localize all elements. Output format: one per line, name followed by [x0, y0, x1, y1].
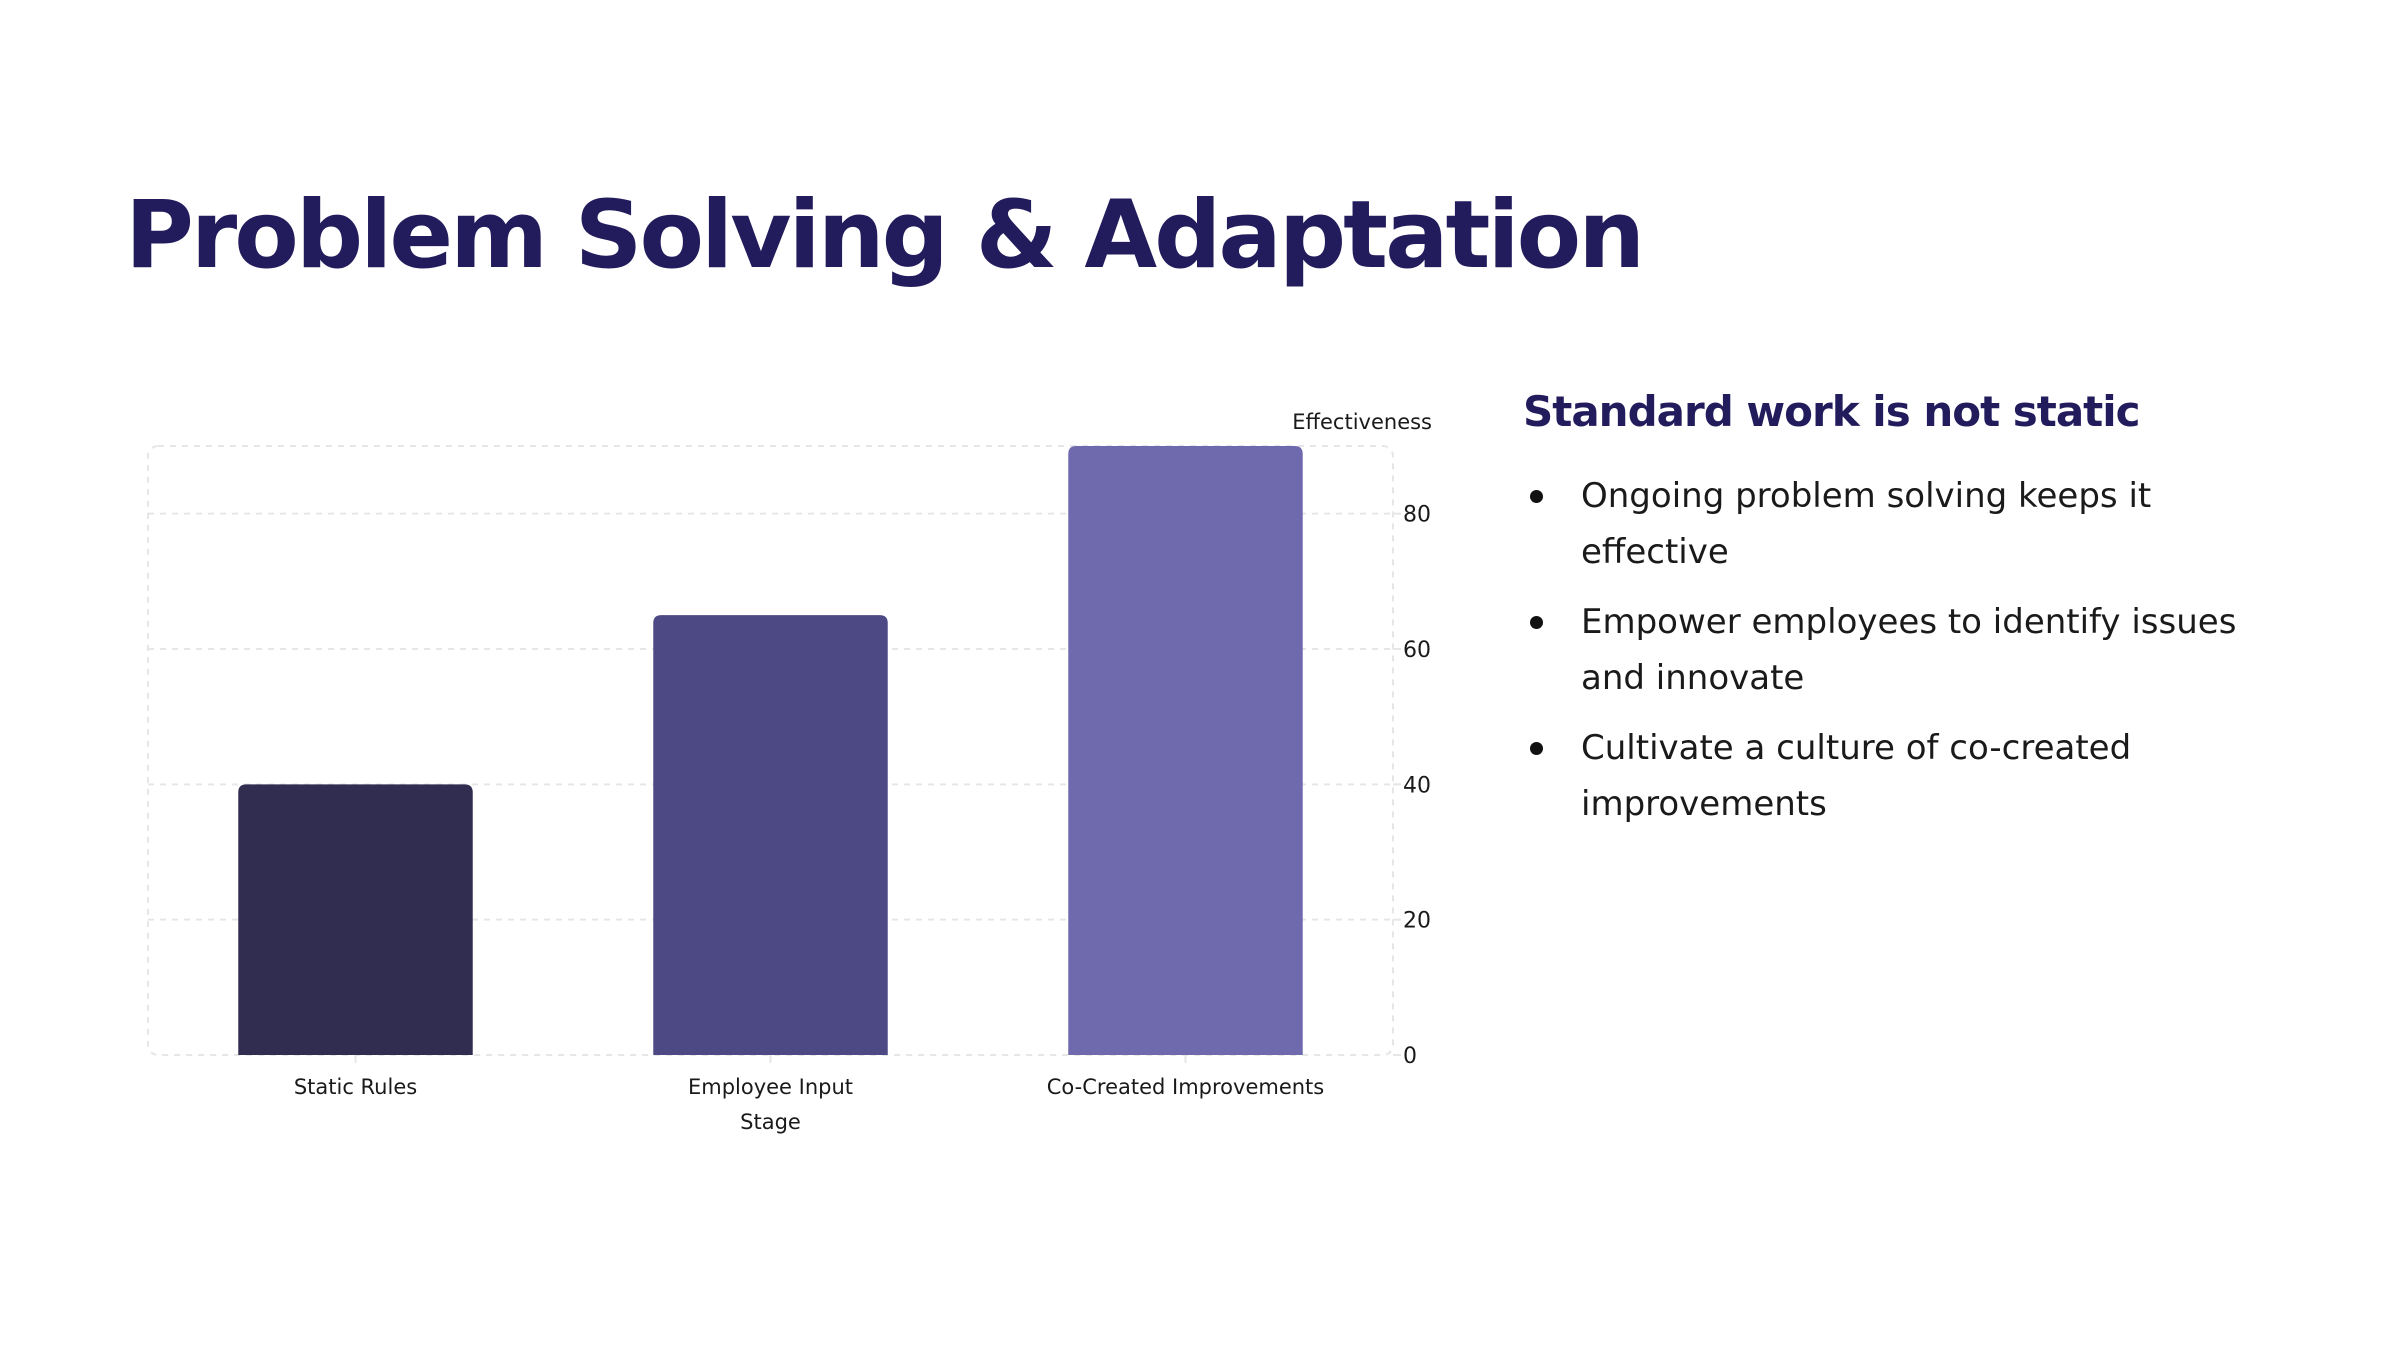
bullet-text: Empower employees to identify issues and… — [1581, 601, 2237, 698]
x-tick-label: Co-Created Improvements — [1047, 1075, 1324, 1099]
y-axis-label: Effectiveness — [1292, 410, 1432, 434]
y-tick-label: 80 — [1403, 503, 1431, 528]
bar — [653, 615, 888, 1055]
x-axis-label: Stage — [740, 1110, 801, 1134]
bullet-list: Ongoing problem solving keeps it effecti… — [1523, 468, 2323, 832]
bar-chart-svg: 0 20 40 60 80 Effectiveness Static Rules Employ… — [147, 410, 1432, 1134]
bar — [1068, 446, 1303, 1055]
bullet-text: Ongoing problem solving keeps it effecti… — [1581, 475, 2152, 572]
x-tick-label: Static Rules — [294, 1075, 417, 1099]
bar — [238, 784, 473, 1055]
y-tick-label: 20 — [1403, 909, 1431, 934]
side-panel: Standard work is not static Ongoing prob… — [1523, 385, 2323, 846]
plot-frame — [147, 445, 1394, 1056]
bar-chart: 0 20 40 60 80 Effectiveness Static Rules Employ… — [147, 410, 1432, 1134]
y-tick-label: 60 — [1403, 638, 1431, 663]
x-tick-label: Employee Input — [688, 1075, 853, 1099]
bullet-dot-icon — [1530, 615, 1543, 629]
bullet-dot-icon — [1530, 489, 1543, 503]
bullet-dot-icon — [1530, 741, 1543, 755]
side-heading: Standard work is not static — [1523, 387, 2141, 436]
y-tick-label: 40 — [1403, 773, 1431, 798]
bullet-item: Empower employees to identify issues and… — [1523, 594, 2271, 706]
bullet-item: Ongoing problem solving keeps it effecti… — [1523, 468, 2271, 580]
y-tick-label: 0 — [1403, 1044, 1417, 1069]
bullet-item: Cultivate a culture of co-created improv… — [1523, 720, 2271, 832]
bullet-text: Cultivate a culture of co-created improv… — [1581, 727, 2132, 824]
slide-title: Problem Solving & Adaptation — [125, 181, 1645, 290]
